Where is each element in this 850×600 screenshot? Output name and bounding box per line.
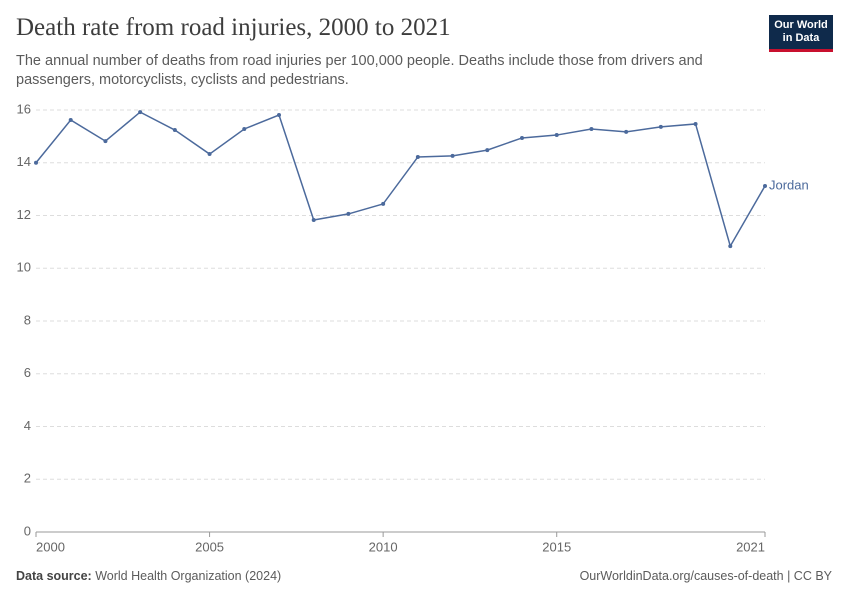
y-tick-label: 14: [17, 154, 31, 169]
point: [624, 129, 629, 134]
point: [242, 126, 247, 131]
x-tick-label: 2005: [195, 539, 224, 554]
point: [138, 110, 143, 115]
y-tick-label: 10: [17, 260, 31, 275]
point: [311, 217, 316, 222]
point: [346, 211, 351, 216]
source-label: Data source:: [16, 569, 92, 583]
y-tick-label: 6: [24, 365, 31, 380]
point: [520, 135, 524, 140]
point: [450, 153, 455, 158]
point: [34, 160, 38, 165]
point: [172, 128, 177, 133]
line: [35, 111, 766, 249]
y-tick-label: 12: [17, 207, 31, 222]
point: [485, 148, 490, 153]
y-tick-label: 0: [24, 523, 31, 538]
series-label: Jordan: [769, 177, 809, 192]
point: [658, 124, 663, 129]
x-tick-label: 2015: [542, 539, 571, 554]
point: [381, 201, 386, 206]
point: [589, 126, 594, 131]
source-text: World Health Organization (2024): [95, 569, 282, 583]
y-tick-label: 4: [24, 418, 31, 433]
x-tick-label: 2021: [736, 539, 765, 554]
chart-title: Death rate from road injuries, 2000 to 2…: [16, 14, 451, 41]
point: [763, 183, 767, 188]
point: [103, 139, 108, 144]
logo-line: Our World: [774, 19, 828, 31]
point: [728, 244, 733, 249]
point: [207, 152, 212, 157]
y-tick-label: 8: [24, 312, 31, 327]
source: Data source: World Health Organization (…: [16, 569, 281, 583]
y-tick-label: 16: [17, 101, 31, 116]
x-tick-label: 2010: [369, 539, 398, 554]
x-tick-label: 2000: [36, 539, 65, 554]
chart-subtitle: The annual number of deaths from road in…: [16, 53, 703, 88]
y-tick-label: 2: [24, 471, 31, 486]
logo-line: in Data: [782, 32, 820, 44]
point: [277, 113, 281, 118]
point: [554, 133, 559, 138]
point: [68, 118, 73, 123]
footer-link[interactable]: OurWorldinData.org/causes-of-death | CC …: [579, 569, 832, 583]
logo[interactable]: Our World in Data: [769, 15, 833, 52]
point: [415, 154, 420, 159]
point: [693, 121, 698, 126]
